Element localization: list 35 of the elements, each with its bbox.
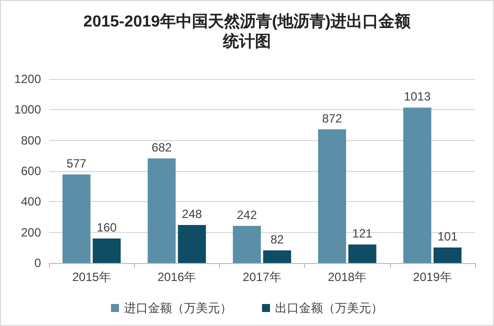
data-label: 248 bbox=[182, 206, 202, 221]
data-label: 577 bbox=[66, 156, 87, 171]
y-tick-label: 1200 bbox=[14, 72, 42, 86]
bar bbox=[434, 248, 462, 263]
bar bbox=[263, 250, 292, 263]
y-tick-label: 800 bbox=[20, 133, 42, 148]
bar bbox=[318, 129, 346, 263]
chart-title: 2015-2019年中国天然沥青(地沥青)进出口金额统计图 bbox=[83, 12, 412, 50]
data-label: 101 bbox=[438, 230, 458, 244]
data-label: 160 bbox=[96, 220, 118, 234]
data-label: 242 bbox=[236, 208, 258, 222]
legend-label: 出口金额（万美元） bbox=[275, 301, 383, 315]
x-tick-label: 2016年 bbox=[157, 270, 196, 284]
y-tick-label: 0 bbox=[34, 256, 42, 270]
data-label: 82 bbox=[270, 232, 284, 246]
x-tick-label: 2015年 bbox=[72, 270, 111, 284]
bar bbox=[178, 224, 206, 263]
legend-label: 进口金额（万美元） bbox=[124, 301, 232, 315]
y-tick-label: 1000 bbox=[14, 102, 42, 117]
data-label: 1013 bbox=[404, 90, 431, 104]
bar bbox=[148, 158, 176, 263]
bar bbox=[348, 244, 376, 263]
x-tick-label: 2017年 bbox=[242, 270, 282, 284]
x-tick-label: 2019年 bbox=[413, 270, 452, 284]
bar bbox=[62, 174, 90, 263]
data-label: 682 bbox=[152, 140, 172, 154]
bar bbox=[232, 226, 261, 263]
y-tick-label: 600 bbox=[20, 164, 42, 178]
bar bbox=[403, 108, 432, 263]
bar bbox=[92, 238, 121, 263]
data-label: 121 bbox=[352, 226, 373, 240]
data-label: 872 bbox=[322, 111, 342, 126]
y-tick-label: 400 bbox=[20, 194, 42, 209]
x-tick-label: 2018年 bbox=[328, 270, 367, 284]
y-tick-label: 200 bbox=[20, 225, 42, 240]
